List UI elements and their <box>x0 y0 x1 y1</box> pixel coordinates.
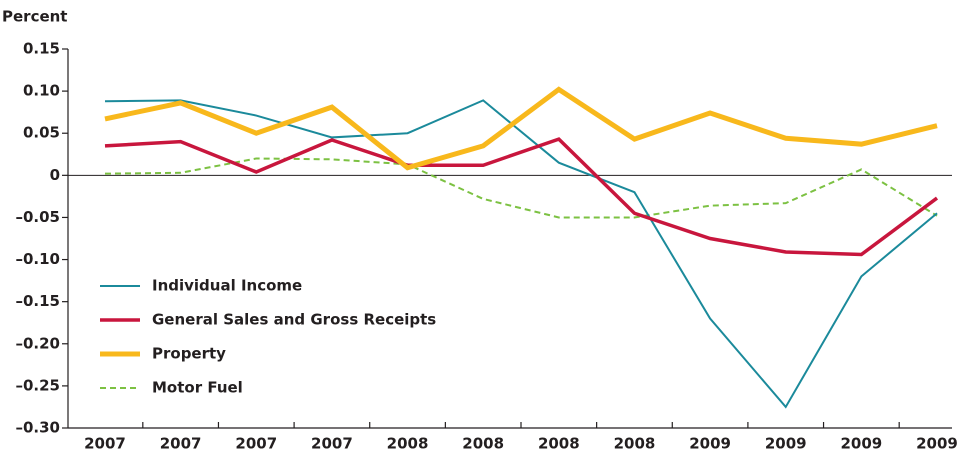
y-tick-label: 0.05 <box>23 124 60 142</box>
x-tick-label: 2009 <box>840 435 882 453</box>
y-tick-label: 0 <box>50 166 60 184</box>
y-tick-label: –0.15 <box>15 292 60 310</box>
legend-label: Individual Income <box>152 277 302 295</box>
y-tick-label: –0.05 <box>15 208 60 226</box>
y-tick-label: –0.30 <box>15 419 60 437</box>
x-tick-label: 2007 <box>235 435 277 453</box>
y-tick-label: –0.20 <box>15 334 60 352</box>
x-tick-label: 2009 <box>765 435 807 453</box>
x-tick-label: 2007 <box>160 435 202 453</box>
y-tick-label: –0.25 <box>15 376 60 394</box>
legend-label: General Sales and Gross Receipts <box>152 311 436 329</box>
series-line <box>104 86 938 171</box>
y-tick-label: 0.15 <box>23 40 60 58</box>
series-line <box>104 99 938 409</box>
y-tick-label: 0.10 <box>23 82 60 100</box>
x-tick-label: 2009 <box>916 435 958 453</box>
x-tick-label: 2007 <box>84 435 126 453</box>
x-tick-label: 2008 <box>462 435 504 453</box>
y-tick-label: –0.10 <box>15 250 60 268</box>
x-tick-label: 2009 <box>689 435 731 453</box>
legend-label: Motor Fuel <box>152 379 243 397</box>
legend-label: Property <box>152 345 226 363</box>
y-axis-label: Percent <box>2 8 67 26</box>
series-line <box>104 137 939 257</box>
series-line <box>104 157 938 219</box>
x-tick-label: 2008 <box>387 435 429 453</box>
x-tick-label: 2007 <box>311 435 353 453</box>
x-tick-label: 2008 <box>614 435 656 453</box>
x-tick-label: 2008 <box>538 435 580 453</box>
